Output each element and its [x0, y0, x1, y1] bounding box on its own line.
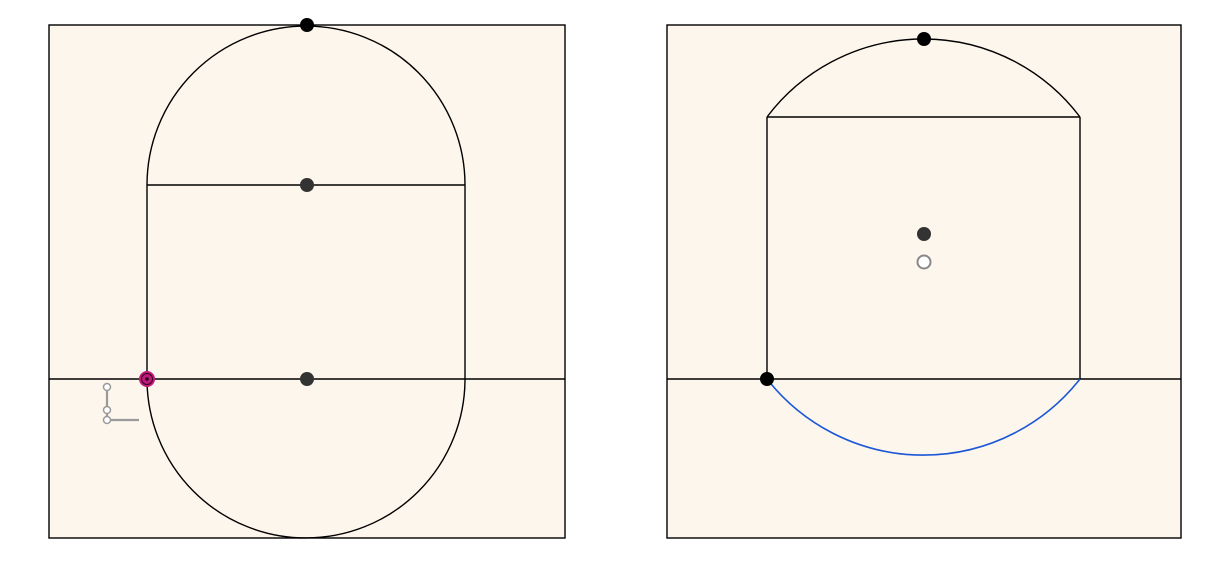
- left-sketch-panel: [48, 18, 566, 539]
- left-panel-background: [48, 24, 566, 539]
- open-cursor-point[interactable]: [916, 254, 932, 270]
- arc-center-point[interactable]: [917, 227, 931, 241]
- lower-arc-center-point[interactable]: [300, 372, 314, 386]
- right-panel-background: [666, 24, 1182, 539]
- top-arc-point[interactable]: [300, 18, 314, 32]
- corner-point[interactable]: [760, 372, 774, 386]
- bottom-arc-active[interactable]: [766, 378, 1081, 456]
- right-sketch-panel: [666, 24, 1182, 539]
- selected-endpoint-point[interactable]: [139, 371, 155, 387]
- upper-arc-center-point[interactable]: [300, 178, 314, 192]
- top-arc-point[interactable]: [917, 32, 931, 46]
- lower-arc[interactable]: [146, 378, 466, 539]
- perpendicular-icon[interactable]: [102, 382, 140, 425]
